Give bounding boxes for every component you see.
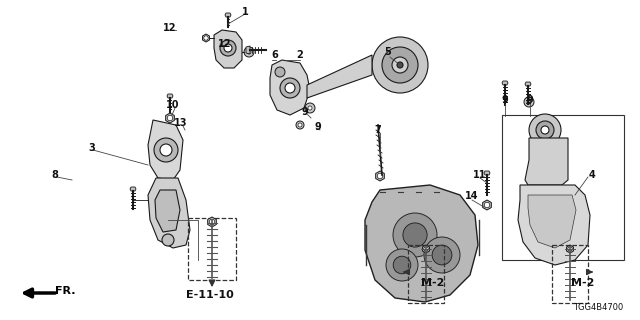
- Polygon shape: [155, 190, 180, 232]
- Circle shape: [298, 123, 302, 127]
- Circle shape: [392, 57, 408, 73]
- Polygon shape: [502, 81, 508, 85]
- Polygon shape: [525, 82, 531, 86]
- Polygon shape: [148, 120, 183, 180]
- Circle shape: [285, 83, 295, 93]
- Polygon shape: [376, 171, 385, 181]
- Circle shape: [547, 218, 561, 232]
- Text: 2: 2: [296, 50, 303, 60]
- Text: 12: 12: [163, 23, 177, 33]
- Circle shape: [377, 173, 383, 179]
- Polygon shape: [518, 185, 590, 265]
- Text: 8: 8: [52, 170, 58, 180]
- Polygon shape: [566, 245, 573, 253]
- Circle shape: [424, 247, 428, 251]
- Circle shape: [393, 213, 437, 257]
- Circle shape: [382, 47, 418, 83]
- Polygon shape: [422, 245, 429, 253]
- Circle shape: [220, 40, 236, 56]
- Text: 14: 14: [465, 191, 479, 201]
- Circle shape: [154, 138, 178, 162]
- Polygon shape: [307, 55, 372, 98]
- Polygon shape: [225, 13, 231, 17]
- Polygon shape: [148, 178, 190, 248]
- Text: 9: 9: [527, 95, 533, 105]
- Text: 4: 4: [589, 170, 595, 180]
- Polygon shape: [483, 200, 492, 210]
- Circle shape: [162, 234, 174, 246]
- Polygon shape: [202, 34, 209, 42]
- Text: 3: 3: [88, 143, 95, 153]
- Polygon shape: [130, 187, 136, 191]
- Text: 6: 6: [271, 50, 278, 60]
- Polygon shape: [214, 30, 242, 68]
- Polygon shape: [246, 46, 250, 54]
- Polygon shape: [484, 171, 490, 175]
- Circle shape: [551, 222, 557, 228]
- Circle shape: [403, 223, 427, 247]
- Circle shape: [160, 144, 172, 156]
- Text: 5: 5: [385, 47, 392, 57]
- Circle shape: [224, 44, 232, 52]
- Circle shape: [305, 103, 315, 113]
- Circle shape: [397, 62, 403, 68]
- Circle shape: [527, 100, 531, 104]
- Text: TGG4B4700: TGG4B4700: [573, 303, 623, 313]
- Circle shape: [167, 115, 173, 121]
- Circle shape: [386, 249, 418, 281]
- Circle shape: [484, 202, 490, 208]
- Circle shape: [529, 114, 561, 146]
- Circle shape: [524, 97, 534, 107]
- Circle shape: [536, 121, 554, 139]
- Circle shape: [275, 67, 285, 77]
- Circle shape: [424, 237, 460, 273]
- Text: 10: 10: [166, 100, 180, 110]
- Text: M-2: M-2: [572, 278, 595, 288]
- Polygon shape: [207, 217, 216, 227]
- Text: 12: 12: [218, 39, 232, 49]
- Text: E-11-10: E-11-10: [186, 290, 234, 300]
- Polygon shape: [365, 185, 478, 302]
- Text: 9: 9: [315, 122, 321, 132]
- Circle shape: [204, 36, 208, 40]
- Text: FR.: FR.: [55, 286, 76, 296]
- Text: 11: 11: [473, 170, 487, 180]
- Circle shape: [432, 245, 452, 265]
- Text: 1: 1: [242, 7, 248, 17]
- Circle shape: [308, 106, 312, 110]
- Text: 9: 9: [502, 95, 508, 105]
- Circle shape: [244, 47, 254, 57]
- Polygon shape: [528, 195, 576, 248]
- Circle shape: [541, 126, 549, 134]
- Polygon shape: [270, 60, 310, 115]
- Polygon shape: [525, 138, 568, 185]
- Text: M-2: M-2: [421, 278, 445, 288]
- Text: 13: 13: [174, 118, 188, 128]
- Circle shape: [209, 219, 215, 225]
- Polygon shape: [166, 113, 174, 123]
- Polygon shape: [167, 94, 173, 98]
- Text: 9: 9: [301, 107, 308, 117]
- Circle shape: [540, 211, 568, 239]
- Circle shape: [393, 256, 411, 274]
- Circle shape: [247, 50, 251, 54]
- Text: 7: 7: [374, 125, 381, 135]
- Circle shape: [280, 78, 300, 98]
- Circle shape: [296, 121, 304, 129]
- Circle shape: [372, 37, 428, 93]
- Circle shape: [568, 247, 572, 251]
